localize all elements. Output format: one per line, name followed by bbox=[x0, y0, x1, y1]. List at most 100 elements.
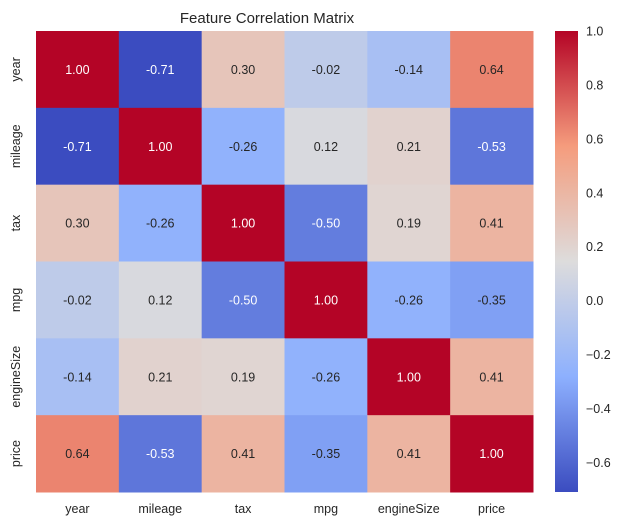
heatmap-cell-engineSize-tax bbox=[201, 338, 285, 416]
heatmap-cell-engineSize-mileage bbox=[118, 338, 203, 416]
cell-annotation-price-price: 1.00 bbox=[479, 447, 503, 461]
heatmap-cell-mileage-price bbox=[450, 107, 534, 186]
cell-annotation-price-mileage: -0.53 bbox=[146, 447, 175, 461]
heatmap-cell-mileage-mileage bbox=[118, 107, 203, 186]
y-tick-label-year: year bbox=[9, 57, 23, 81]
x-tick-label-tax: tax bbox=[235, 502, 252, 516]
chart-title: Feature Correlation Matrix bbox=[180, 10, 355, 27]
cell-annotation-engineSize-tax: 0.19 bbox=[231, 370, 255, 384]
cell-annotation-mpg-mpg: 1.00 bbox=[314, 293, 338, 307]
heatmap-cell-tax-mpg bbox=[284, 184, 368, 262]
heatmap-cell-year-mpg bbox=[284, 31, 368, 109]
heatmap-cell-tax-year bbox=[36, 184, 120, 262]
y-tick-label-tax: tax bbox=[9, 214, 23, 231]
cell-annotation-tax-mpg: -0.50 bbox=[312, 217, 341, 231]
cell-annotation-engineSize-engineSize: 1.00 bbox=[397, 370, 421, 384]
cell-annotation-tax-year: 0.30 bbox=[65, 217, 89, 231]
y-axis-tick-labels: year mileage tax mpg engineSize price bbox=[9, 57, 23, 467]
heatmap-cell-tax-mileage bbox=[118, 184, 203, 262]
cell-annotation-mileage-mpg: 0.12 bbox=[314, 140, 338, 154]
cell-annotation-year-mileage: -0.71 bbox=[146, 63, 175, 77]
cell-annotation-year-mpg: -0.02 bbox=[312, 63, 341, 77]
cell-annotation-engineSize-price: 0.41 bbox=[479, 370, 503, 384]
heatmap-cell-price-mpg bbox=[284, 415, 368, 493]
heatmap-cells bbox=[36, 31, 534, 493]
cell-annotation-mileage-price: -0.53 bbox=[477, 140, 506, 154]
cell-annotation-mileage-mileage: 1.00 bbox=[148, 140, 172, 154]
heatmap-cell-year-year bbox=[36, 31, 120, 109]
heatmap-cell-year-price bbox=[450, 31, 534, 109]
cell-annotation-mileage-tax: -0.26 bbox=[229, 140, 258, 154]
colorbar-tick-label: −0.6 bbox=[586, 456, 611, 470]
heatmap-cell-price-year bbox=[36, 415, 120, 493]
colorbar-tick-label: 0.4 bbox=[586, 186, 603, 200]
heatmap-cell-price-price bbox=[450, 415, 534, 493]
cell-annotation-price-engineSize: 0.41 bbox=[397, 447, 421, 461]
x-tick-label-year: year bbox=[65, 502, 89, 516]
cell-annotation-mileage-engineSize: 0.21 bbox=[397, 140, 421, 154]
heatmap-cell-engineSize-year bbox=[36, 338, 120, 416]
colorbar-gradient bbox=[555, 31, 578, 492]
heatmap-cell-price-tax bbox=[201, 415, 285, 493]
colorbar-tick-label: 0.8 bbox=[586, 78, 603, 92]
colorbar-tick-label: 0.2 bbox=[586, 240, 603, 254]
cell-annotation-mpg-tax: -0.50 bbox=[229, 293, 258, 307]
colorbar: −0.6 −0.4 −0.2 0.0 0.2 0.4 0.6 0.8 1.0 bbox=[555, 25, 611, 492]
cell-annotation-tax-price: 0.41 bbox=[479, 217, 503, 231]
colorbar-tick-label: 1.0 bbox=[586, 25, 603, 39]
heatmap-cell-year-tax bbox=[201, 31, 285, 109]
cell-annotation-tax-tax: 1.00 bbox=[231, 217, 255, 231]
cell-annotation-year-year: 1.00 bbox=[65, 63, 89, 77]
cell-annotation-year-tax: 0.30 bbox=[231, 63, 255, 77]
cell-annotation-price-year: 0.64 bbox=[65, 447, 89, 461]
heatmap-cell-engineSize-engineSize bbox=[367, 338, 451, 416]
cell-annotation-mpg-year: -0.02 bbox=[63, 293, 92, 307]
colorbar-tick-label: 0.6 bbox=[586, 132, 603, 146]
heatmap-cell-tax-engineSize bbox=[367, 184, 451, 262]
heatmap-cell-mpg-mileage bbox=[118, 261, 203, 339]
heatmap-cell-mileage-year bbox=[36, 107, 120, 186]
heatmap-cell-mpg-engineSize bbox=[367, 261, 451, 339]
x-tick-label-mpg: mpg bbox=[314, 502, 338, 516]
heatmap-cell-mpg-tax bbox=[201, 261, 285, 339]
heatmap-cell-mpg-year bbox=[36, 261, 120, 339]
heatmap-cell-engineSize-price bbox=[450, 338, 534, 416]
y-tick-label-price: price bbox=[9, 440, 23, 467]
heatmap-cell-price-mileage bbox=[118, 415, 203, 493]
cell-annotation-price-tax: 0.41 bbox=[231, 447, 255, 461]
cell-annotation-engineSize-mileage: 0.21 bbox=[148, 370, 172, 384]
x-tick-label-price: price bbox=[478, 502, 505, 516]
heatmap-cell-engineSize-mpg bbox=[284, 338, 368, 416]
cell-annotation-mpg-engineSize: -0.26 bbox=[395, 293, 424, 307]
y-tick-label-mileage: mileage bbox=[9, 124, 23, 168]
colorbar-tick-label: 0.0 bbox=[586, 294, 603, 308]
x-tick-label-mileage: mileage bbox=[138, 502, 182, 516]
cell-annotation-tax-engineSize: 0.19 bbox=[397, 217, 421, 231]
y-tick-label-engineSize: engineSize bbox=[9, 346, 23, 408]
colorbar-tick-label: −0.4 bbox=[586, 402, 611, 416]
cell-annotation-price-mpg: -0.35 bbox=[312, 447, 341, 461]
heatmap-cell-mpg-mpg bbox=[284, 261, 368, 339]
cell-annotation-mpg-price: -0.35 bbox=[477, 293, 506, 307]
cell-annotation-tax-mileage: -0.26 bbox=[146, 217, 175, 231]
cell-annotation-year-price: 0.64 bbox=[479, 63, 503, 77]
heatmap-cell-year-mileage bbox=[118, 31, 203, 109]
colorbar-tick-label: −0.2 bbox=[586, 348, 611, 362]
heatmap-cell-tax-tax bbox=[201, 184, 285, 262]
cell-annotation-engineSize-year: -0.14 bbox=[63, 370, 92, 384]
y-tick-label-mpg: mpg bbox=[9, 288, 23, 312]
heatmap-cell-mileage-tax bbox=[201, 107, 285, 186]
x-axis-tick-labels: year mileage tax mpg engineSize price bbox=[65, 502, 505, 516]
heatmap-cell-mpg-price bbox=[450, 261, 534, 339]
heatmap-cell-mileage-engineSize bbox=[367, 107, 451, 186]
cell-annotation-mpg-mileage: 0.12 bbox=[148, 293, 172, 307]
x-tick-label-engineSize: engineSize bbox=[378, 502, 440, 516]
cell-annotation-year-engineSize: -0.14 bbox=[395, 63, 424, 77]
heatmap-cell-tax-price bbox=[450, 184, 534, 262]
heatmap-cell-year-engineSize bbox=[367, 31, 451, 109]
cell-annotation-mileage-year: -0.71 bbox=[63, 140, 92, 154]
heatmap-cell-mileage-mpg bbox=[284, 107, 368, 186]
cell-annotation-engineSize-mpg: -0.26 bbox=[312, 370, 341, 384]
heatmap-annotations: 1.00 -0.71 0.30 -0.02 -0.14 0.64 -0.71 1.00 -0.2… bbox=[63, 63, 506, 461]
